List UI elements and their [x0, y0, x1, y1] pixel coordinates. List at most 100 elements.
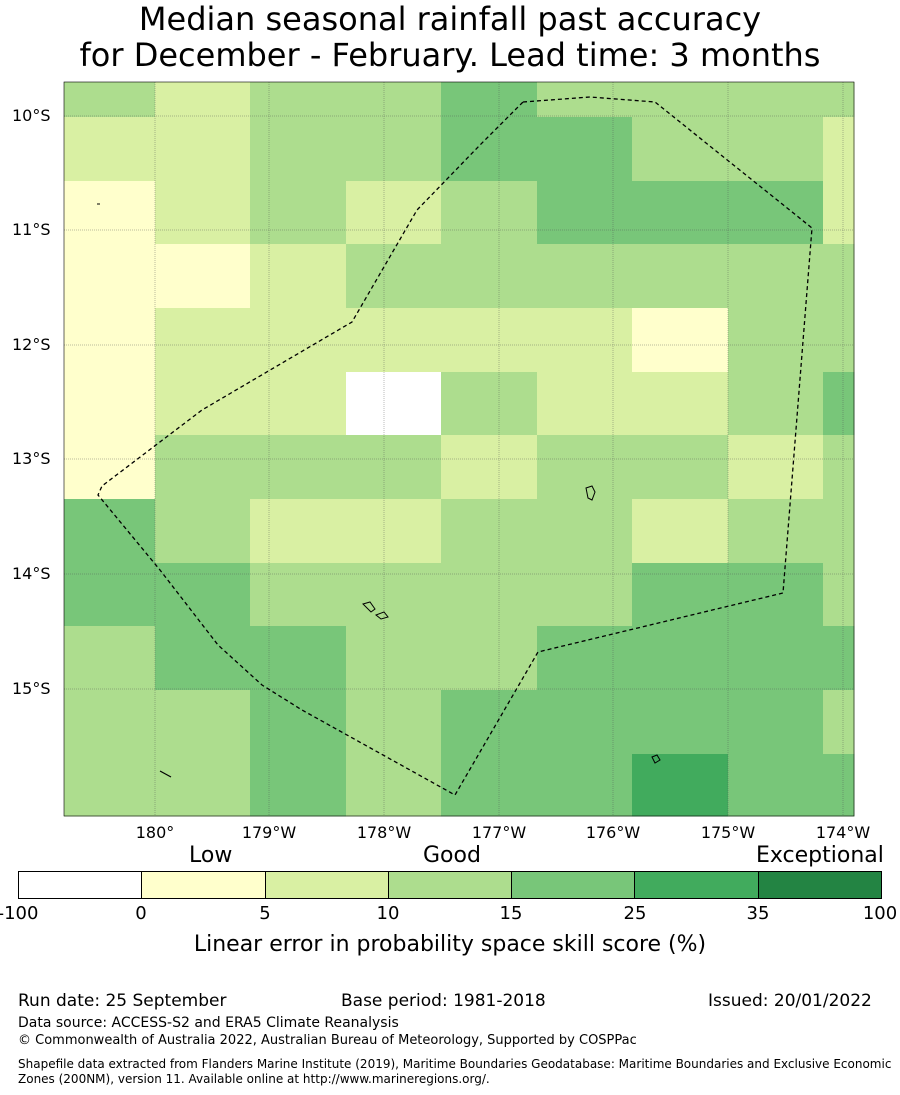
colorbar-tick: -100 — [0, 903, 39, 924]
grid-cell — [728, 690, 824, 755]
lat-label: 12°S — [12, 335, 51, 354]
grid-cell — [632, 563, 729, 627]
colorbar-segment — [758, 872, 881, 898]
grid-cell — [441, 82, 538, 118]
grid-cell — [537, 117, 633, 182]
grid-cell — [250, 499, 347, 564]
lat-label: 13°S — [12, 449, 51, 468]
lon-label: 180° — [135, 823, 175, 842]
grid-cell — [823, 181, 855, 245]
lon-label: 177°W — [471, 823, 527, 842]
colorbar — [18, 871, 882, 899]
grid-cell — [64, 435, 156, 500]
grid-cell — [632, 499, 729, 564]
grid-cell — [155, 690, 251, 755]
grid-cell — [155, 435, 251, 500]
grid-cell — [632, 690, 729, 755]
grid-cell — [441, 117, 538, 182]
island-outline — [651, 754, 661, 764]
grid-cell — [441, 181, 538, 245]
grid-cell — [250, 626, 347, 691]
grid-cell — [537, 308, 633, 373]
grid-cell — [250, 244, 347, 309]
grid-cell — [250, 117, 347, 182]
grid-cell — [346, 117, 442, 182]
grid-cell — [250, 435, 347, 500]
grid-cell — [155, 754, 251, 817]
colorbar-segment — [512, 872, 636, 898]
island-outline — [375, 611, 389, 620]
lon-label: 179°W — [241, 823, 297, 842]
lon-label: 176°W — [585, 823, 641, 842]
grid-cell — [441, 308, 538, 373]
grid-cell — [64, 308, 156, 373]
colorbar-tick: 25 — [623, 903, 647, 924]
grid-cell — [632, 82, 729, 118]
grid-cell — [250, 372, 347, 436]
grid-cell — [823, 244, 855, 309]
grid-cell — [250, 754, 347, 817]
grid-cell — [155, 82, 251, 118]
grid-cell — [728, 181, 824, 245]
grid-cell — [155, 372, 251, 436]
colorbar-axis-title: Linear error in probability space skill … — [193, 932, 707, 957]
grid-cell — [155, 308, 251, 373]
grid-cell — [632, 181, 729, 245]
grid-cell — [250, 563, 347, 627]
eez-boundary-line — [97, 96, 813, 796]
colorbar-tick: 15 — [499, 903, 523, 924]
grid-cell — [823, 435, 855, 500]
grid-cell — [346, 244, 442, 309]
colorbar-tick: 100 — [862, 903, 898, 924]
shapefile-credit-line-1: Shapefile data extracted from Flanders M… — [18, 1057, 892, 1071]
grid-cell — [346, 754, 442, 817]
grid-cell — [632, 244, 729, 309]
grid-cell — [823, 308, 855, 373]
grid-cell — [728, 117, 824, 182]
grid-cell — [250, 308, 347, 373]
grid-cell — [728, 244, 824, 309]
map-frame — [63, 81, 855, 817]
island-outline — [159, 770, 172, 778]
grid-cell — [346, 372, 442, 436]
grid-cell — [441, 754, 538, 817]
grid-cell — [64, 626, 156, 691]
grid-cell — [64, 563, 156, 627]
grid-cell — [728, 308, 824, 373]
colorbar-tick: 10 — [376, 903, 400, 924]
lon-label: 175°W — [700, 823, 756, 842]
grid-cell — [64, 244, 156, 309]
grid-cell — [823, 690, 855, 755]
grid-cell — [155, 626, 251, 691]
legend-category-low: Low — [189, 843, 233, 868]
grid-cell — [537, 372, 633, 436]
colorbar-tick: 0 — [135, 903, 147, 924]
grid-cell — [155, 181, 251, 245]
grid-cell — [64, 117, 156, 182]
grid-cell — [346, 181, 442, 245]
grid-cell — [346, 499, 442, 564]
grid-cell — [441, 563, 538, 627]
grid-cell — [728, 626, 824, 691]
grid-cell — [632, 435, 729, 500]
colorbar-segment — [265, 872, 389, 898]
skill-score-map — [63, 81, 855, 817]
grid-cell — [823, 372, 855, 436]
lat-label: 10°S — [12, 106, 51, 125]
grid-cell — [823, 117, 855, 182]
grid-cell — [346, 82, 442, 118]
grid-cell — [537, 690, 633, 755]
grid-cell — [441, 435, 538, 500]
colorbar-segment — [19, 872, 143, 898]
lon-label: 178°W — [356, 823, 412, 842]
grid-cell — [823, 563, 855, 627]
colorbar-tick: 5 — [259, 903, 271, 924]
grid-cell — [823, 626, 855, 691]
grid-cell — [632, 308, 729, 373]
grid-cell — [537, 181, 633, 245]
grid-cell — [155, 244, 251, 309]
grid-cell — [632, 372, 729, 436]
grid-cell — [823, 499, 855, 564]
grid-cell — [346, 626, 442, 691]
grid-cell — [250, 181, 347, 245]
